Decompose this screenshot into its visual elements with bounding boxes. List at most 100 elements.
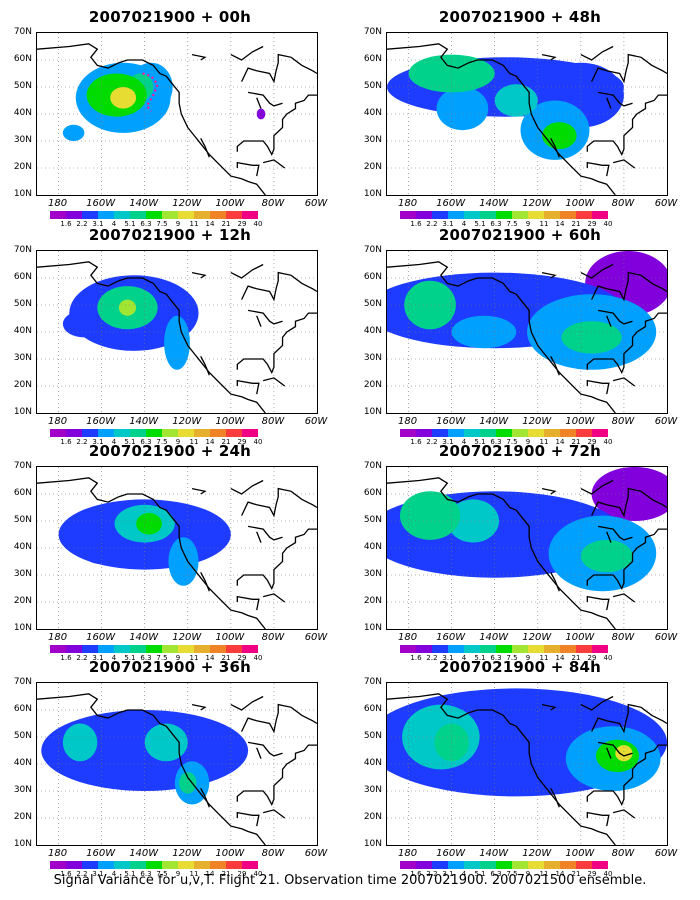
- lat-tick-label: 60N: [363, 272, 382, 282]
- colorbar-swatch: [592, 211, 608, 219]
- colorbar-label: 3.1: [442, 438, 454, 446]
- colorbar-swatch: [560, 429, 576, 437]
- colorbar-swatch: [496, 645, 512, 653]
- colorbar-swatch: [416, 861, 432, 869]
- colorbar-swatch: [512, 429, 528, 437]
- variance-contour: [542, 122, 577, 150]
- variance-contour: [591, 467, 667, 521]
- colorbar-swatch: [130, 211, 146, 219]
- coastline: [387, 477, 616, 629]
- lon-tick-label: 100W: [215, 198, 245, 209]
- coastline: [37, 693, 266, 845]
- colorbar-swatch: [544, 429, 560, 437]
- colorbar-label: 3.1: [442, 870, 454, 878]
- coastline: [262, 593, 286, 603]
- colorbar-swatch: [464, 645, 480, 653]
- variance-contour: [436, 87, 489, 131]
- lat-tick-label: 30N: [13, 353, 32, 363]
- coastline: [256, 531, 262, 543]
- colorbar-label: 14: [205, 438, 215, 446]
- coastline: [597, 741, 633, 757]
- coastline: [541, 53, 557, 61]
- colorbar-label: 1.6: [410, 870, 422, 878]
- variance-contour: [144, 723, 188, 762]
- colorbar-label: 6.3: [490, 220, 502, 228]
- coastline: [236, 94, 317, 157]
- colorbar-swatch: [528, 211, 544, 219]
- lon-tick-label: 100W: [215, 416, 245, 427]
- lat-tick-label: 20N: [363, 162, 382, 172]
- lon-tick-label: 140W: [479, 416, 509, 427]
- colorbar: [400, 861, 608, 869]
- panel-title: 2007021900 + 24h: [88, 442, 252, 460]
- coastline: [586, 161, 610, 177]
- colorbar-swatch: [194, 429, 210, 437]
- map-svg: [387, 251, 667, 413]
- colorbar-swatch: [512, 645, 528, 653]
- coastline: [606, 97, 612, 109]
- colorbar-swatch: [194, 645, 210, 653]
- lat-tick-label: 50N: [363, 299, 382, 309]
- coastline: [597, 91, 633, 107]
- colorbar-swatch: [416, 429, 432, 437]
- map-panel: 2007021900 + 48h 70N 60N 50N 40N 30N 20N 10N 180…: [350, 8, 690, 230]
- map-area: [36, 682, 318, 846]
- map-svg: [387, 467, 667, 629]
- coastline: [247, 741, 283, 757]
- lon-tick-label: 80W: [261, 198, 285, 209]
- lon-tick-label: 60W: [654, 632, 678, 643]
- variance-contour: [179, 772, 197, 794]
- lon-tick-label: 60W: [654, 416, 678, 427]
- lon-tick-label: 140W: [479, 632, 509, 643]
- lon-tick-label: 60W: [654, 198, 678, 209]
- colorbar-label: 2.2: [76, 654, 88, 662]
- lon-tick-label: 160W: [86, 198, 116, 209]
- coastline: [541, 703, 557, 711]
- coastline: [191, 703, 207, 711]
- lat-tick-label: 40N: [13, 758, 32, 768]
- lat-tick-label: 10N: [363, 839, 382, 849]
- colorbar-swatch: [162, 645, 178, 653]
- colorbar-swatch: [432, 211, 448, 219]
- map-panel: 2007021900 + 60h 70N 60N 50N 40N 30N 20N 10N 180…: [350, 226, 690, 448]
- colorbar-label: 9: [525, 870, 531, 878]
- colorbar-swatch: [50, 429, 66, 437]
- colorbar: [50, 645, 258, 653]
- map-area: [36, 32, 318, 196]
- colorbar-label: 14: [555, 870, 565, 878]
- colorbar-label: 40: [253, 438, 263, 446]
- lat-tick-label: 40N: [13, 326, 32, 336]
- panel-title: 2007021900 + 60h: [438, 226, 602, 244]
- map-svg: [37, 33, 317, 195]
- coastline: [387, 261, 616, 413]
- lon-tick-label: 180: [47, 632, 68, 643]
- colorbar-swatch: [130, 645, 146, 653]
- map-panel: 2007021900 + 00h 70N 60N 50N 40N 30N 20N 10N 180…: [0, 8, 340, 230]
- lat-tick-label: 70N: [363, 27, 382, 37]
- lat-tick-label: 50N: [13, 299, 32, 309]
- lat-tick-label: 50N: [363, 515, 382, 525]
- colorbar-swatch: [480, 861, 496, 869]
- coastline: [550, 355, 560, 376]
- coastline: [586, 811, 610, 827]
- colorbar-label: 1.6: [410, 438, 422, 446]
- map-area: [36, 466, 318, 630]
- colorbar-labels: 1.6 2.2 3.1 4 5.1 6.3 7.5 9 11 14 21 29 40: [50, 654, 318, 664]
- colorbar-swatch: [194, 211, 210, 219]
- colorbar-label: 5.1: [474, 438, 486, 446]
- coastline: [236, 379, 260, 395]
- colorbar-label: 14: [205, 870, 215, 878]
- lon-tick-label: 120W: [522, 632, 552, 643]
- colorbar-label: 6.3: [140, 438, 152, 446]
- colorbar-label: 1.6: [410, 220, 422, 228]
- lon-tick-label: 140W: [129, 416, 159, 427]
- colorbar-label: 6.3: [140, 654, 152, 662]
- lon-tick-label: 180: [397, 848, 418, 859]
- colorbar-swatch: [178, 211, 194, 219]
- colorbar-swatch: [98, 861, 114, 869]
- lat-tick-label: 20N: [13, 596, 32, 606]
- panel-title: 2007021900 + 36h: [88, 658, 252, 676]
- lat-tick-label: 60N: [13, 272, 32, 282]
- map-panel: 2007021900 + 12h 70N 60N 50N 40N 30N 20N 10N 180…: [0, 226, 340, 448]
- lon-tick-label: 80W: [261, 848, 285, 859]
